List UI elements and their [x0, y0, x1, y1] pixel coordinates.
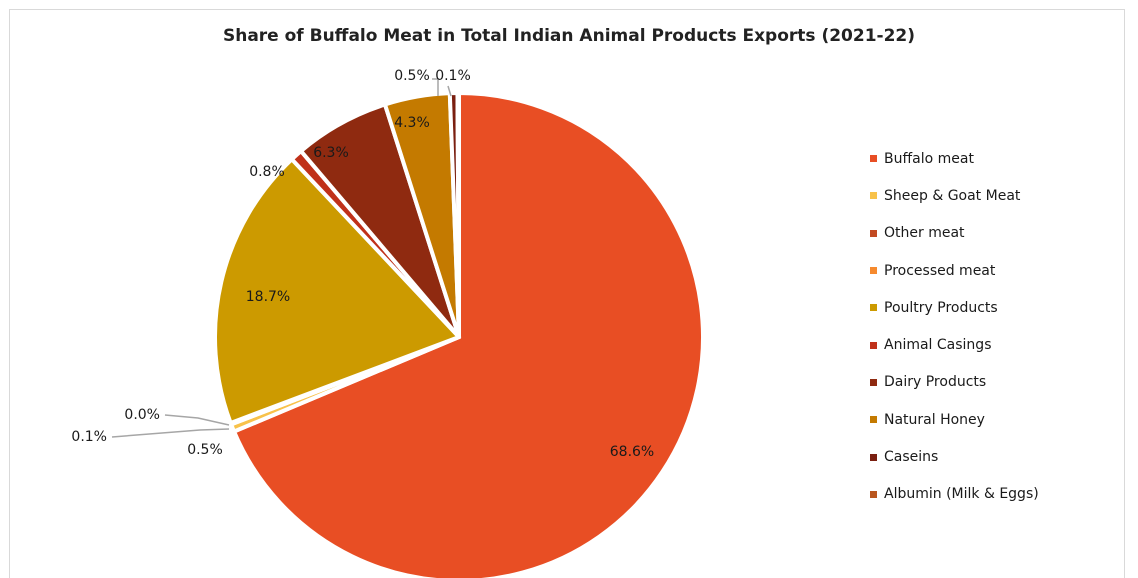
legend-label: Natural Honey [884, 411, 985, 428]
legend-item-sheep-goat-meat: Sheep & Goat Meat [870, 177, 1039, 214]
legend-label: Animal Casings [884, 337, 992, 354]
chart-legend: Buffalo meat Sheep & Goat Meat Other meat P… [870, 140, 1039, 513]
legend-item-other-meat: Other meat [870, 215, 1039, 252]
legend-swatch [870, 155, 877, 163]
pie-slice-albumin-milk-eggs [455, 90, 461, 339]
data-label-caseins: 0.5% [394, 68, 430, 84]
leader-line-caseins [432, 78, 439, 96]
data-label-processed-meat: 0.0% [124, 407, 160, 423]
legend-label: Processed meat [884, 262, 996, 279]
legend-swatch [870, 378, 877, 386]
legend-label: Caseins [884, 449, 939, 466]
legend-item-caseins: Caseins [870, 438, 1039, 475]
legend-swatch [870, 416, 877, 424]
data-label-sheep-goat-meat: 0.5% [187, 442, 223, 458]
legend-item-processed-meat: Processed meat [870, 252, 1039, 289]
data-label-buffalo-meat: 68.6% [610, 444, 654, 460]
legend-label: Albumin (Milk & Eggs) [884, 486, 1039, 503]
legend-swatch [870, 267, 877, 275]
legend-swatch [870, 341, 877, 349]
legend-swatch [870, 192, 877, 200]
legend-label: Sheep & Goat Meat [884, 187, 1021, 204]
chart-title: Share of Buffalo Meat in Total Indian An… [222, 26, 916, 46]
leader-line-processed-meat [164, 414, 230, 426]
data-label-other-meat: 0.1% [71, 429, 107, 445]
legend-item-poultry-products: Poultry Products [870, 289, 1039, 326]
data-label-dairy-products: 6.3% [313, 145, 349, 161]
legend-label: Other meat [884, 225, 965, 242]
legend-item-animal-casings: Animal Casings [870, 326, 1039, 363]
leader-line-albumin-milk-eggs [447, 85, 452, 97]
leader-line-other-meat [111, 428, 230, 438]
pie-slice-poultry-products [213, 157, 461, 425]
legend-swatch [870, 453, 877, 461]
legend-item-dairy-products: Dairy Products [870, 364, 1039, 401]
legend-swatch [870, 304, 877, 312]
pie-slice-buffalo-meat [232, 91, 705, 578]
legend-label: Buffalo meat [884, 150, 974, 167]
data-label-animal-casings: 0.8% [249, 164, 285, 180]
legend-label: Dairy Products [884, 374, 987, 391]
legend-swatch [870, 490, 877, 498]
legend-item-albumin-milk-eggs: Albumin (Milk & Eggs) [870, 476, 1039, 513]
legend-label: Poultry Products [884, 299, 998, 316]
data-label-natural-honey: 4.3% [394, 115, 430, 131]
data-label-albumin-milk-eggs: 0.1% [435, 68, 471, 84]
legend-item-natural-honey: Natural Honey [870, 401, 1039, 438]
data-label-poultry-products: 18.7% [246, 289, 290, 305]
legend-swatch [870, 229, 877, 237]
legend-item-buffalo-meat: Buffalo meat [870, 140, 1039, 177]
